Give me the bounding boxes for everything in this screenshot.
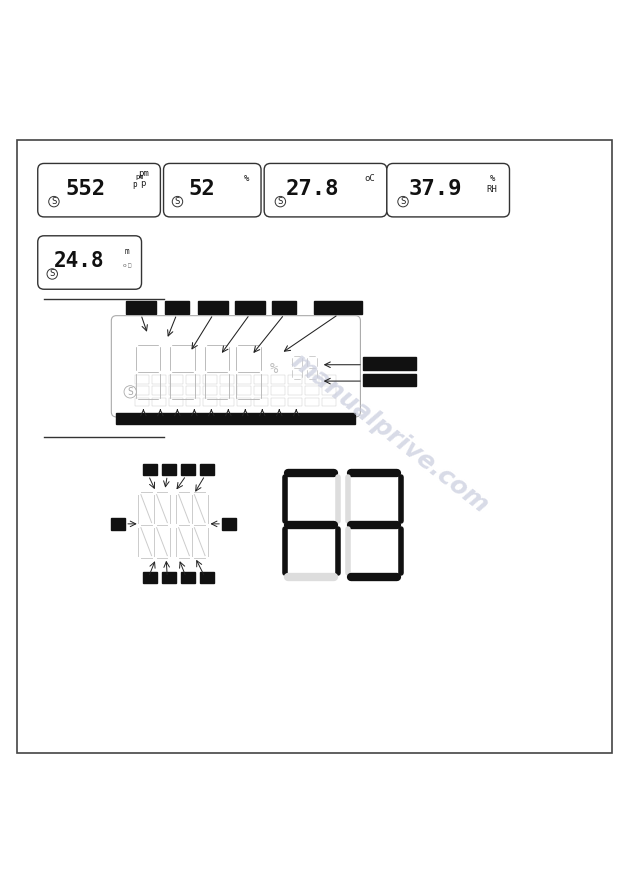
Text: S: S [400, 197, 406, 206]
Text: pm: pm [135, 174, 144, 179]
Bar [162, 464, 176, 475]
Text: %: % [243, 174, 249, 183]
Text: 52: 52 [189, 179, 216, 198]
Bar [169, 387, 183, 395]
Text: S: S [127, 387, 133, 396]
Text: S: S [277, 197, 283, 206]
Bar [186, 387, 200, 395]
Bar [143, 464, 157, 475]
Bar [322, 375, 336, 384]
Bar [186, 397, 200, 406]
Bar [169, 397, 183, 406]
Bar [272, 301, 296, 314]
Text: S: S [51, 197, 57, 206]
FancyBboxPatch shape [164, 163, 261, 217]
Text: 552: 552 [66, 179, 106, 198]
Bar [203, 397, 217, 406]
Text: pm
p: pm p [138, 169, 148, 188]
Bar [271, 387, 285, 395]
Bar [152, 387, 166, 395]
Text: 24.8: 24.8 [53, 251, 104, 271]
Bar [271, 397, 285, 406]
Bar [162, 572, 176, 583]
Bar [200, 572, 214, 583]
Text: p: p [132, 179, 136, 189]
Bar [237, 387, 251, 395]
Bar [363, 357, 416, 370]
Bar [111, 518, 125, 530]
Text: □: □ [128, 263, 131, 269]
Bar [288, 375, 302, 384]
Bar [220, 375, 234, 384]
Text: S: S [50, 270, 55, 279]
Bar [198, 301, 228, 314]
Bar [254, 375, 268, 384]
Text: %: % [489, 174, 495, 183]
Text: o: o [123, 263, 126, 268]
FancyBboxPatch shape [387, 163, 509, 217]
Bar [314, 301, 362, 314]
Bar [220, 397, 234, 406]
Text: m: m [125, 246, 129, 255]
Bar [203, 375, 217, 384]
Bar [203, 387, 217, 395]
Bar [135, 375, 149, 384]
Bar [181, 572, 195, 583]
FancyBboxPatch shape [264, 163, 387, 217]
Bar [288, 387, 302, 395]
Text: S: S [175, 197, 180, 206]
Text: RH: RH [487, 185, 498, 194]
FancyBboxPatch shape [111, 315, 360, 417]
Bar [305, 375, 319, 384]
FancyBboxPatch shape [17, 140, 612, 753]
Bar [222, 518, 236, 530]
Bar [288, 397, 302, 406]
Bar [254, 387, 268, 395]
Text: oC: oC [364, 174, 375, 183]
Text: 27.8: 27.8 [286, 179, 339, 198]
Text: %: % [269, 363, 278, 376]
Bar [237, 375, 251, 384]
Bar [220, 387, 234, 395]
Bar [200, 464, 214, 475]
FancyBboxPatch shape [38, 163, 160, 217]
Bar [322, 387, 336, 395]
Bar [181, 464, 195, 475]
Bar [152, 375, 166, 384]
Bar [235, 301, 265, 314]
Bar [126, 301, 156, 314]
Bar [305, 387, 319, 395]
Text: 37.9: 37.9 [408, 179, 462, 198]
Bar [186, 375, 200, 384]
Bar [363, 373, 416, 386]
Bar [143, 572, 157, 583]
Bar [322, 397, 336, 406]
Bar [305, 397, 319, 406]
Bar [165, 301, 189, 314]
Bar [271, 375, 285, 384]
Text: manualprive.com: manualprive.com [287, 349, 493, 518]
Bar [254, 397, 268, 406]
Bar [169, 375, 183, 384]
Bar [116, 413, 355, 424]
FancyBboxPatch shape [38, 236, 142, 289]
Bar [135, 387, 149, 395]
Bar [135, 397, 149, 406]
Bar [152, 397, 166, 406]
Bar [237, 397, 251, 406]
